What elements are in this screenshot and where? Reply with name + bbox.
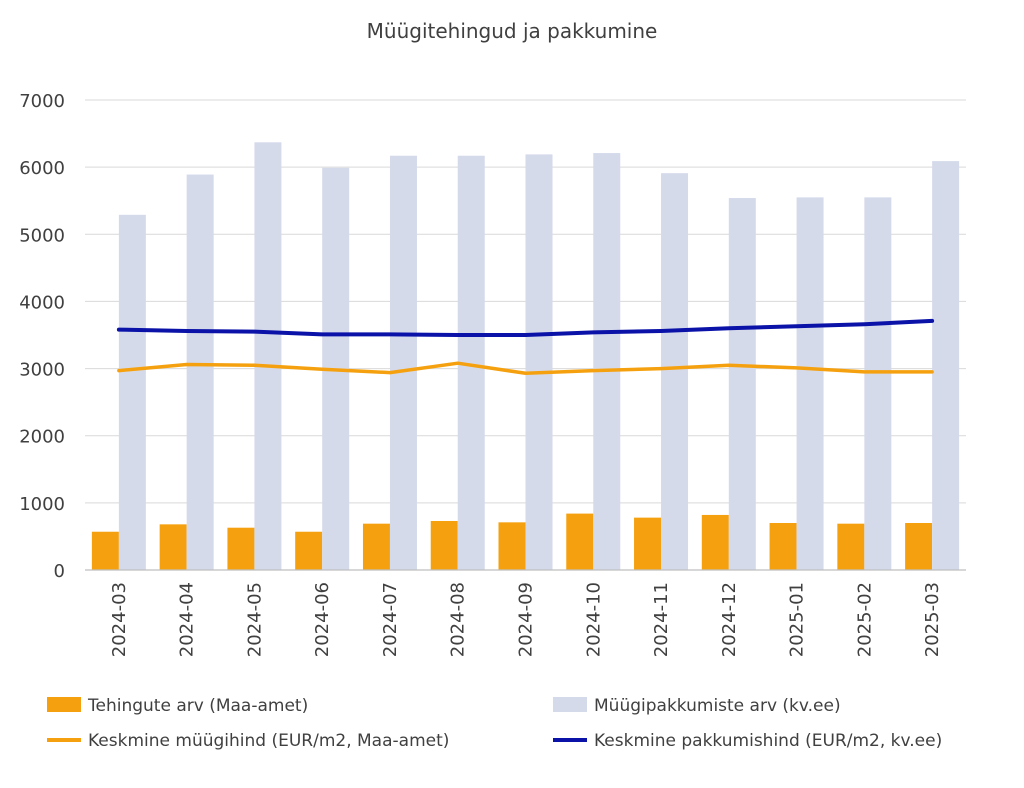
- x-tick-label: 2024-09: [516, 582, 537, 657]
- bar-myygipakkumiste-arv: [186, 174, 214, 570]
- x-tick-label: 2024-05: [244, 582, 265, 657]
- x-tick-label: 2024-06: [312, 582, 333, 657]
- y-tick-label: 3000: [19, 360, 65, 381]
- bar-myygipakkumiste-arv: [661, 173, 689, 570]
- x-tick-label: 2024-11: [651, 582, 672, 657]
- y-tick-label: 5000: [19, 225, 65, 246]
- y-tick-label: 6000: [19, 158, 65, 179]
- legend-label-keskmine-myygihind: Keskmine müügihind (EUR/m2, Maa-amet): [88, 731, 449, 751]
- bar-myygipakkumiste-arv: [525, 154, 553, 570]
- bar-myygipakkumiste-arv: [864, 197, 892, 570]
- bar-tehingute-arv: [362, 523, 390, 570]
- x-tick-label: 2024-10: [583, 582, 604, 657]
- x-tick-label: 2024-08: [448, 582, 469, 657]
- line-keskmine-myygihind: [117, 361, 934, 376]
- bar-tehingute-arv: [905, 523, 933, 570]
- bar-tehingute-arv: [227, 527, 255, 570]
- bar-myygipakkumiste-arv: [728, 198, 756, 570]
- bar-tehingute-arv: [634, 517, 662, 570]
- x-tick-label: 2025-01: [787, 582, 808, 657]
- legend-label-tehingute-arv: Tehingute arv (Maa-amet): [87, 696, 308, 716]
- legend: Tehingute arv (Maa-amet) Müügipakkumiste…: [47, 696, 942, 751]
- chart-title: Müügitehingud ja pakkumine: [367, 19, 658, 43]
- bar-tehingute-arv: [837, 523, 865, 570]
- legend-label-keskmine-pakkumishind: Keskmine pakkumishind (EUR/m2, kv.ee): [594, 731, 942, 751]
- bar-tehingute-arv: [430, 520, 458, 570]
- line-keskmine-pakkumishind: [116, 318, 935, 337]
- bar-tehingute-arv: [566, 513, 594, 570]
- x-tick-label: 2024-03: [109, 582, 130, 657]
- legend-item-keskmine-myygihind: Keskmine müügihind (EUR/m2, Maa-amet): [47, 731, 449, 751]
- bar-tehingute-arv: [91, 531, 119, 570]
- bar-tehingute-arv: [769, 523, 797, 570]
- bar-myygipakkumiste-arv: [796, 197, 824, 570]
- legend-swatch-myygipakkumiste-arv: [553, 697, 587, 712]
- x-tick-label: 2024-04: [177, 582, 198, 657]
- bar-myygipakkumiste-arv: [254, 142, 282, 571]
- y-axis: 0 1000 2000 3000 4000 5000 6000 7000: [19, 91, 65, 582]
- y-tick-label: 0: [54, 561, 65, 582]
- x-tick-label: 2025-02: [854, 582, 875, 657]
- y-tick-label: 1000: [19, 494, 65, 515]
- bar-myygipakkumiste-arv: [932, 161, 960, 570]
- bar-myygipakkumiste-arv: [118, 214, 146, 571]
- bars: [91, 142, 960, 571]
- y-tick-label: 4000: [19, 292, 65, 313]
- x-axis: 2024-03 2024-04 2024-05 2024-06 2024-07 2024-…: [85, 569, 966, 657]
- y-tick-label: 7000: [19, 91, 65, 112]
- bar-tehingute-arv: [159, 524, 187, 570]
- lines: [116, 318, 935, 376]
- bar-myygipakkumiste-arv: [389, 155, 417, 570]
- bar-tehingute-arv: [498, 522, 526, 570]
- x-tick-label: 2024-12: [719, 582, 740, 657]
- legend-label-myygipakkumiste-arv: Müügipakkumiste arv (kv.ee): [594, 696, 841, 716]
- bar-tehingute-arv: [701, 514, 729, 570]
- legend-item-keskmine-pakkumishind: Keskmine pakkumishind (EUR/m2, kv.ee): [553, 731, 942, 751]
- bar-myygipakkumiste-arv: [593, 153, 621, 571]
- x-tick-label: 2024-07: [380, 582, 401, 657]
- legend-item-tehingute-arv: Tehingute arv (Maa-amet): [47, 696, 308, 716]
- legend-item-myygipakkumiste-arv: Müügipakkumiste arv (kv.ee): [553, 696, 841, 716]
- legend-swatch-tehingute-arv: [47, 697, 81, 712]
- y-tick-label: 2000: [19, 427, 65, 448]
- bar-tehingute-arv: [295, 531, 323, 570]
- x-tick-label: 2025-03: [922, 582, 943, 657]
